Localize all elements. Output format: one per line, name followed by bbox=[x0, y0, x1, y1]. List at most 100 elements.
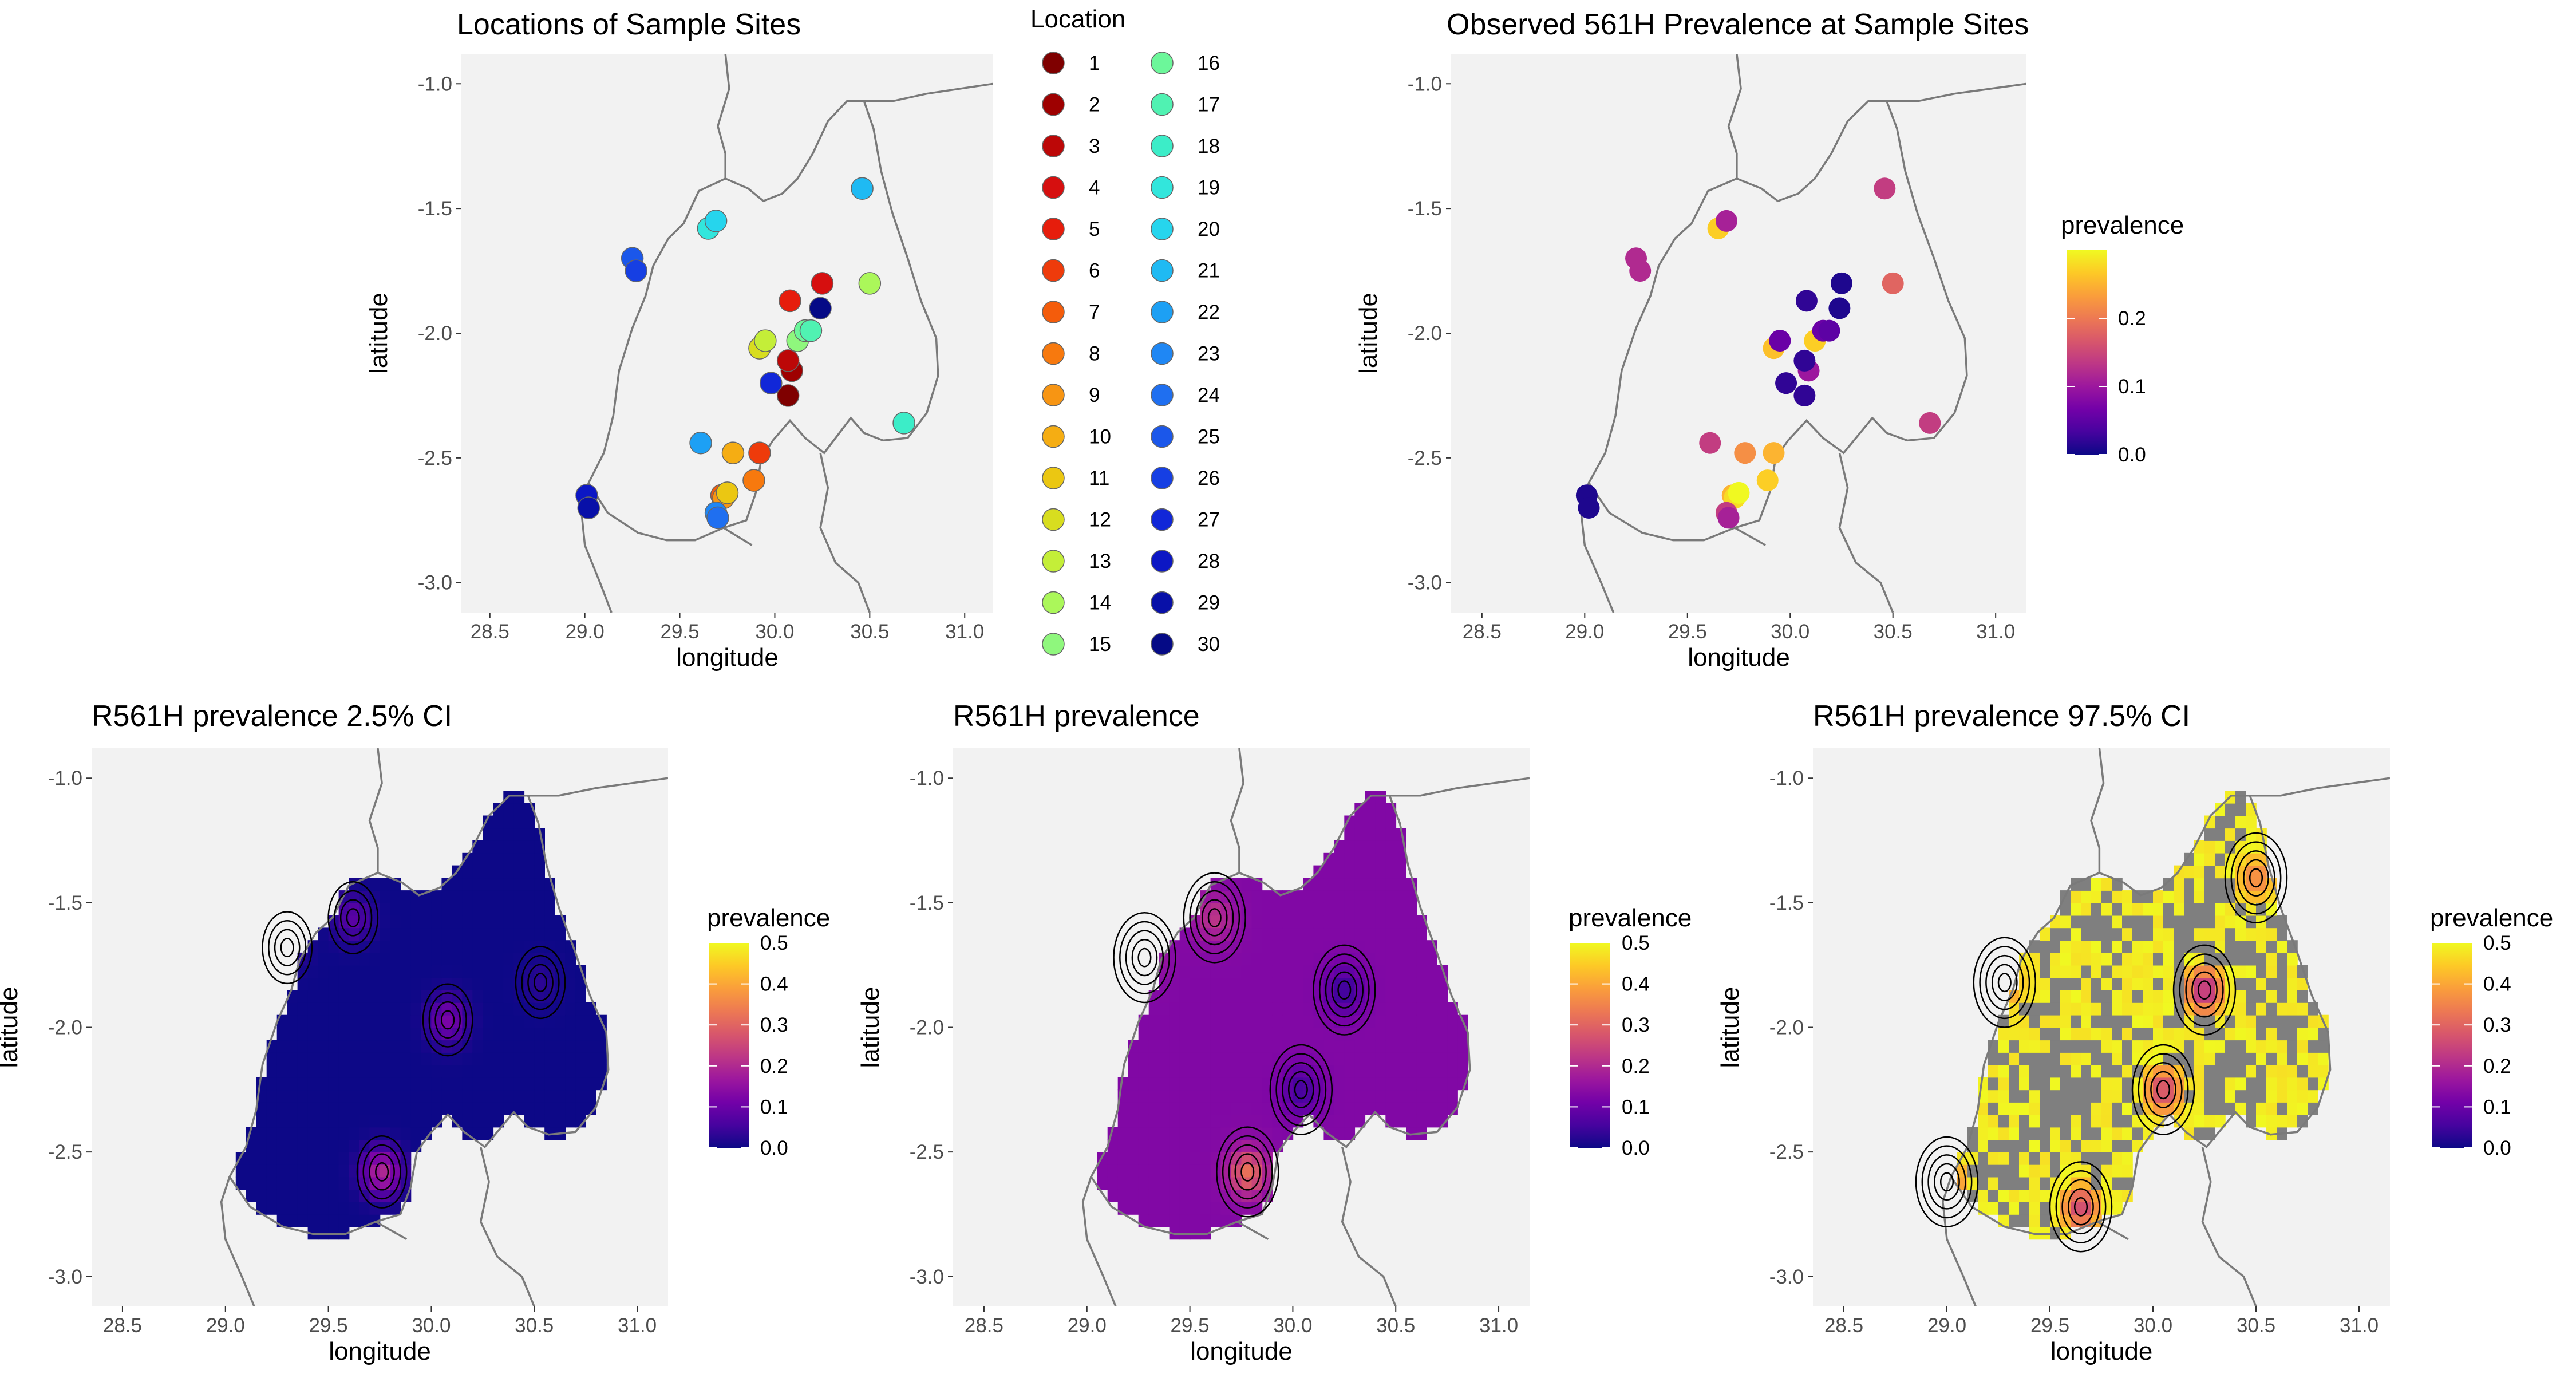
surface-cell bbox=[2184, 965, 2195, 978]
surface-cell bbox=[1303, 927, 1314, 941]
surface-cell bbox=[2112, 952, 2123, 966]
surface-cell bbox=[1251, 1052, 1263, 1065]
surface-cell bbox=[2122, 890, 2133, 903]
surface-cell bbox=[400, 1027, 412, 1041]
surface-cell bbox=[266, 1176, 278, 1190]
x-tick-label: 28.5 bbox=[1824, 1314, 1863, 1337]
surface-cell bbox=[369, 1027, 381, 1041]
surface-cell bbox=[513, 940, 525, 953]
surface-cell bbox=[349, 990, 360, 1003]
surface-cell bbox=[2194, 1040, 2205, 1053]
surface-cell bbox=[2040, 1052, 2050, 1065]
surface-cell bbox=[1427, 1052, 1437, 1065]
surface-cell bbox=[2132, 977, 2143, 990]
surface-cell bbox=[1365, 865, 1376, 879]
surface-cell bbox=[1375, 840, 1386, 854]
surface-cell bbox=[2112, 915, 2123, 929]
surface-cell bbox=[1344, 1002, 1356, 1016]
surface-cell bbox=[1365, 1077, 1376, 1091]
surface-cell bbox=[2071, 990, 2081, 1003]
surface-cell bbox=[1375, 977, 1386, 990]
surface-cell bbox=[400, 902, 412, 916]
surface-cell bbox=[2029, 1139, 2040, 1152]
surface-cell bbox=[1210, 1052, 1222, 1065]
surface-cell bbox=[1128, 1089, 1139, 1103]
surface-cell bbox=[1365, 803, 1376, 816]
surface-cell bbox=[349, 1202, 360, 1215]
surface-cell bbox=[431, 1089, 442, 1103]
neighbor-border bbox=[722, 527, 753, 546]
surface-cell bbox=[431, 990, 442, 1003]
surface-cell bbox=[380, 915, 391, 929]
surface-cell bbox=[390, 1077, 401, 1091]
surface-cell bbox=[2174, 878, 2184, 891]
site-point-17 bbox=[799, 319, 823, 342]
surface-cell bbox=[2184, 1040, 2195, 1053]
location-legend-label-28: 28 bbox=[1198, 550, 1220, 572]
surface-cell bbox=[1251, 1077, 1263, 1091]
surface-cell bbox=[1210, 1176, 1222, 1190]
location-legend-label-20: 20 bbox=[1198, 218, 1220, 240]
surface-cell bbox=[2153, 952, 2164, 966]
colorbar-label: 0.3 bbox=[760, 1014, 788, 1036]
surface-cell bbox=[2081, 1202, 2092, 1215]
x-tick-label: 31.0 bbox=[618, 1314, 657, 1337]
surface-cell bbox=[1200, 1027, 1211, 1041]
surface-cell bbox=[338, 1102, 350, 1115]
surface-cell bbox=[472, 878, 484, 891]
surface-cell bbox=[2318, 1064, 2329, 1078]
contour-ring bbox=[1137, 947, 1152, 968]
surface-cell bbox=[2040, 1127, 2050, 1140]
neighbor-border bbox=[1389, 777, 1530, 797]
surface-cell bbox=[1365, 815, 1376, 829]
surface-cell bbox=[1282, 1002, 1294, 1016]
surface-cell bbox=[1416, 990, 1427, 1003]
surface-cell bbox=[2009, 1152, 2020, 1165]
surface-cell bbox=[421, 977, 432, 990]
surface-cell bbox=[359, 1064, 370, 1078]
surface-cell bbox=[2143, 1052, 2154, 1065]
title-ci-high: R561H prevalence 97.5% CI bbox=[1813, 700, 2190, 733]
surface-cell bbox=[318, 1089, 329, 1103]
surface-cell bbox=[1396, 852, 1406, 866]
surface-cell bbox=[472, 1027, 484, 1041]
surface-cell bbox=[1998, 1052, 2009, 1065]
surface-cell bbox=[1447, 1052, 1458, 1065]
surface-cell bbox=[1169, 952, 1180, 966]
surface-cell bbox=[1998, 1139, 2009, 1152]
surface-cell bbox=[1159, 1014, 1170, 1028]
y-tick-label: -3.0 bbox=[48, 1266, 82, 1288]
surface-cell bbox=[369, 1077, 381, 1091]
surface-cell bbox=[493, 1040, 504, 1053]
surface-cell bbox=[2009, 1176, 2020, 1190]
surface-cell bbox=[2266, 1089, 2277, 1103]
surface-cell bbox=[349, 1152, 360, 1165]
surface-cell bbox=[380, 1202, 391, 1215]
surface-cell bbox=[493, 865, 504, 879]
surface-cell bbox=[513, 803, 525, 816]
contour-ring bbox=[2073, 1197, 2088, 1217]
surface-cell bbox=[1323, 927, 1335, 941]
contour-ring bbox=[1915, 1136, 1979, 1227]
surface-cell bbox=[503, 852, 515, 866]
surface-cell bbox=[390, 1002, 401, 1016]
surface-cell bbox=[1385, 890, 1397, 903]
surface-cell bbox=[2132, 1027, 2143, 1041]
surface-cell bbox=[1988, 1152, 1999, 1165]
surface-cell bbox=[2246, 1027, 2257, 1041]
surface-cell bbox=[297, 1089, 309, 1103]
surface-cell bbox=[462, 977, 473, 990]
panel-background bbox=[461, 54, 993, 613]
surface-cell bbox=[1323, 1002, 1335, 1016]
surface-cell bbox=[1303, 965, 1314, 978]
surface-cell bbox=[1344, 865, 1356, 879]
surface-cell bbox=[307, 1014, 319, 1028]
title-ci-low: R561H prevalence 2.5% CI bbox=[92, 700, 452, 733]
surface-cell bbox=[503, 803, 515, 816]
location-legend-key-6 bbox=[1042, 259, 1065, 282]
contour-ring bbox=[1939, 1172, 1954, 1192]
surface-cell bbox=[1107, 1152, 1119, 1165]
surface-cell bbox=[1988, 1114, 1999, 1128]
surface-cell bbox=[2266, 890, 2277, 903]
surface-cell bbox=[328, 1164, 339, 1178]
